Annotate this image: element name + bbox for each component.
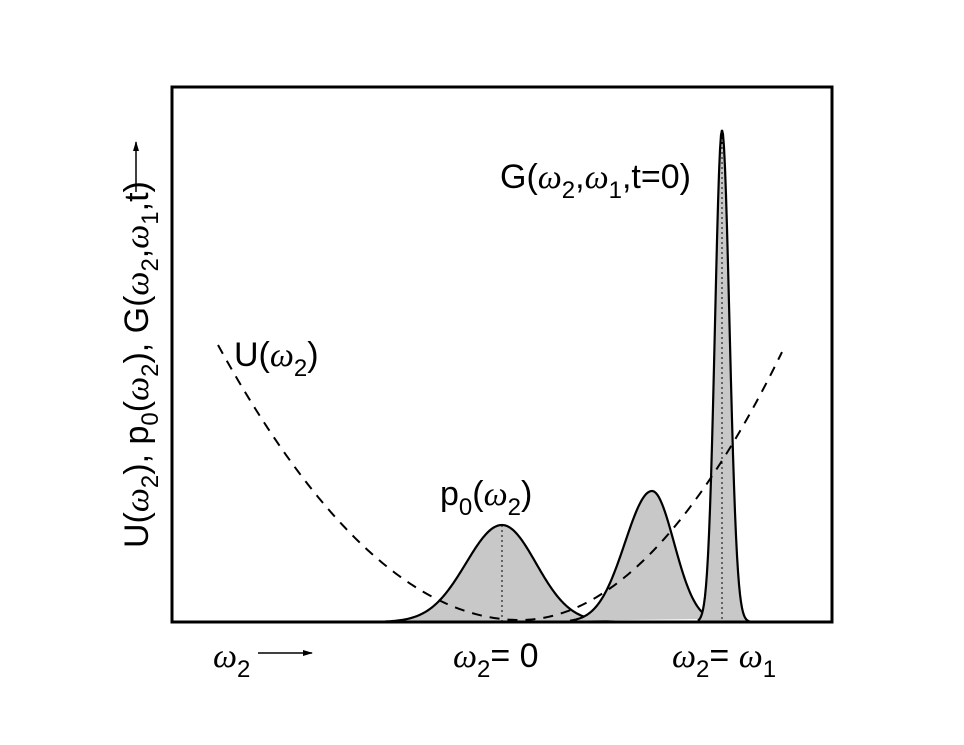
- omega: ω: [484, 476, 508, 513]
- omega: ω: [119, 377, 156, 401]
- label-text: ): [521, 475, 532, 513]
- omega: ω: [585, 159, 609, 196]
- subscript: 2: [294, 355, 307, 382]
- label-text: ), p: [118, 426, 156, 475]
- subscript: 1: [763, 656, 776, 683]
- label-text: ,t): [118, 181, 156, 211]
- x-omega1-label: ω2= ω1: [672, 637, 776, 683]
- omega: ω: [672, 638, 696, 675]
- subscript: 1: [609, 177, 622, 204]
- p-label: p0(ω2): [440, 475, 532, 521]
- frame: [170, 85, 834, 624]
- subscript: 0: [459, 494, 472, 521]
- potential: [217, 344, 783, 622]
- omega: ω: [119, 488, 156, 512]
- subscript: 2: [137, 258, 164, 271]
- g-label: G(ω2,ω1,t=0): [500, 158, 691, 204]
- subscript: 2: [237, 656, 250, 683]
- distribution: [570, 491, 712, 621]
- distribution-outline: [697, 129, 751, 623]
- omega: ω: [538, 159, 562, 196]
- subscript: 2: [137, 475, 164, 488]
- y-axis-label: U(ω2), p0(ω2), G(ω2,ω1,t): [118, 181, 164, 548]
- omega: ω: [453, 638, 477, 675]
- distribution: [698, 130, 750, 622]
- label-text: ): [307, 336, 318, 374]
- x-axis-label: ω2: [213, 638, 250, 683]
- label-text: ), G(: [118, 295, 156, 364]
- label-text: ,: [575, 158, 584, 196]
- subscript: 1: [137, 211, 164, 224]
- label-text: U(: [118, 511, 156, 548]
- label-text: = 0: [490, 637, 538, 675]
- omega: ω: [213, 638, 237, 675]
- distribution: [385, 525, 615, 622]
- label-text: (: [472, 475, 484, 513]
- distribution-outline: [569, 489, 713, 622]
- label-text: U(: [234, 336, 271, 374]
- subscript: 2: [562, 177, 575, 204]
- curves: [217, 129, 783, 623]
- label-text: G(: [500, 158, 538, 196]
- u-label: U(ω2): [234, 336, 319, 382]
- subscript: 2: [696, 656, 709, 683]
- label-text: p: [440, 475, 459, 513]
- omega: ω: [739, 638, 763, 675]
- subscript: 2: [137, 364, 164, 377]
- subscript: 0: [137, 412, 164, 425]
- label-text: ,t=0): [622, 158, 691, 196]
- subscript: 2: [508, 494, 521, 521]
- subscript: 2: [477, 656, 490, 683]
- label-text: =: [709, 637, 738, 675]
- label-text: ,: [118, 249, 156, 258]
- x-zero-label: ω2= 0: [453, 637, 539, 683]
- omega: ω: [119, 272, 156, 296]
- distribution-outline: [384, 523, 616, 623]
- omega: ω: [270, 337, 294, 374]
- omega: ω: [119, 225, 156, 249]
- label-text: (: [118, 400, 156, 412]
